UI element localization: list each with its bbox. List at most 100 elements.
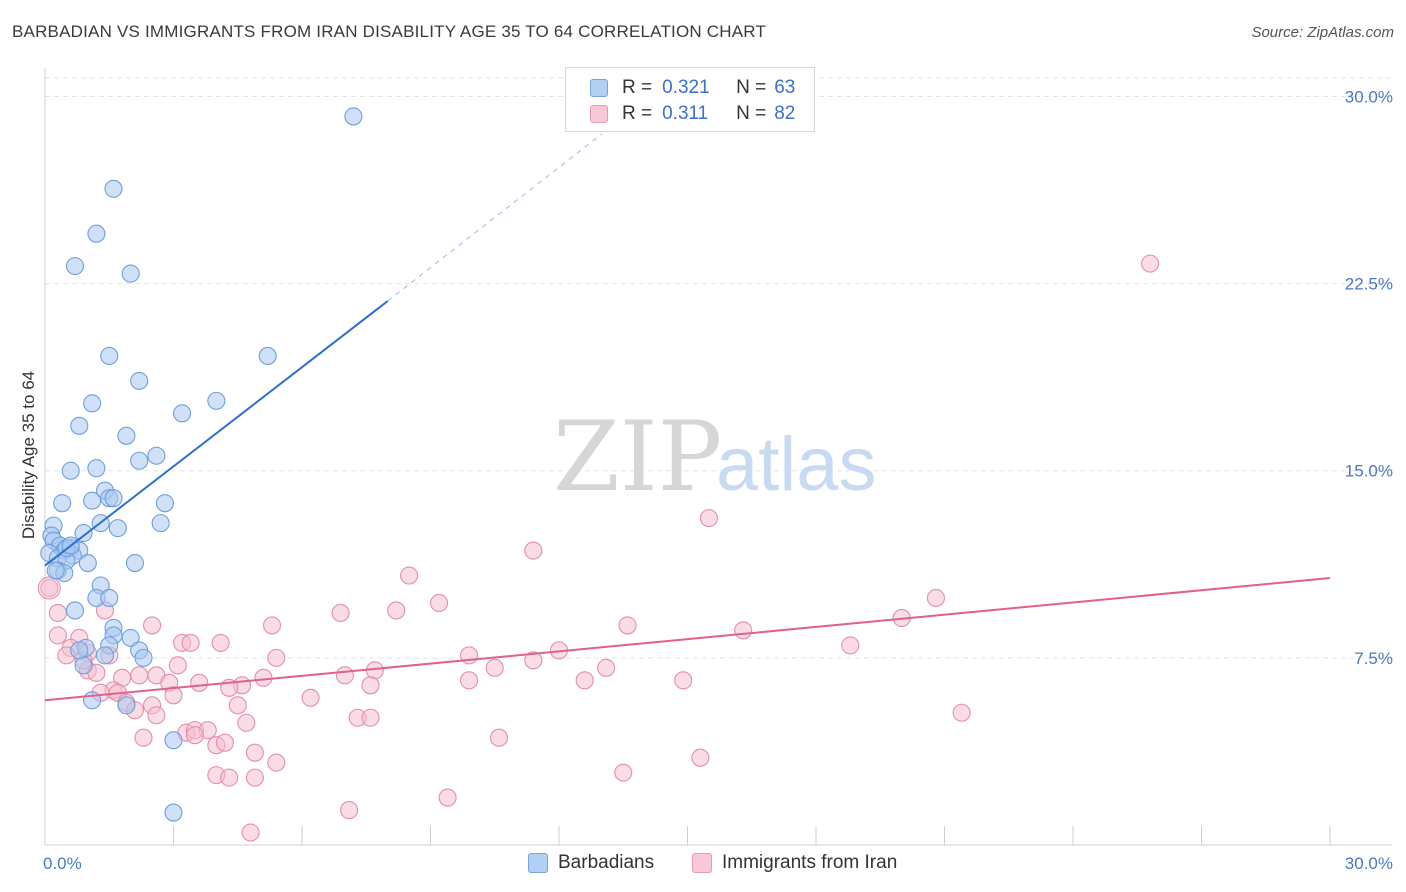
data-point-barbadian [104,179,123,198]
trend-extension-barbadians [387,133,603,302]
data-point-iran [952,703,971,722]
data-point-iran [37,576,61,600]
y-tick-label: 7.5% [1354,649,1393,668]
y-tick-label: 30.0% [1345,87,1393,106]
trend-line-barbadians [44,300,389,567]
legend-swatch-pink [692,853,712,873]
data-point-iran [245,743,264,762]
legend-r-label: R = [622,77,653,98]
legend-n-label: N = [736,103,767,124]
data-point-iran [691,748,710,767]
legend-n-value: 82 [774,103,796,124]
legend-r-label: R = [622,103,653,124]
data-point-barbadian [95,646,115,665]
data-point-barbadian [164,731,183,750]
series-barbadians [40,107,363,822]
data-point-barbadian [87,224,106,243]
data-point-iran [335,666,354,685]
legend-swatch-pink [590,105,608,123]
series-immigrants-from-iran [37,254,1160,842]
data-point-barbadian [164,803,183,822]
watermark-zip: ZIP [553,401,722,513]
data-point-barbadian [70,641,89,660]
data-point-barbadian [125,553,144,573]
legend-r-value: 0.311 [662,103,709,124]
data-point-barbadian [65,257,85,276]
data-point-barbadian [83,394,102,413]
data-point-barbadian [108,519,127,538]
data-point-iran [48,626,67,645]
data-point-barbadian [74,524,93,543]
data-point-barbadian [207,391,226,410]
y-tick-label: 15.0% [1345,462,1393,481]
legend-item-barbadians[interactable]: Barbadians [528,852,654,874]
data-point-barbadian [83,491,102,510]
legend-swatch-blue [528,853,548,873]
legend-n-label: N = [736,77,767,98]
data-point-iran [361,708,380,727]
data-point-barbadian [173,404,192,423]
data-point-iran [524,651,543,670]
data-point-barbadian [87,459,106,478]
data-point-barbadian [74,656,93,675]
data-point-iran [597,658,616,677]
data-point-iran [254,668,273,687]
data-point-barbadian [100,346,119,366]
data-point-barbadian [65,601,85,620]
data-point-iran [241,823,260,842]
data-point-iran [575,671,594,690]
legend-r-value: 0.321 [662,77,710,98]
data-point-iran [301,688,320,707]
data-point-barbadian [155,494,174,513]
data-point-iran [459,671,479,690]
data-point-iran [147,706,166,725]
data-point-barbadian [147,446,166,465]
data-point-barbadian [258,346,277,366]
data-point-barbadian [53,494,72,513]
data-point-iran [618,616,637,635]
y-tick-label: 22.5% [1345,275,1393,294]
data-point-iran [245,768,264,787]
data-point-iran [164,686,183,705]
data-point-iran [48,603,67,623]
data-point-iran [524,541,543,560]
y-axis-label: Disability Age 35 to 64 [19,371,38,539]
data-point-barbadian [130,371,149,390]
data-point-barbadian [134,648,153,667]
source-label: Source: ZipAtlas.com [1251,24,1394,41]
data-point-iran [211,633,230,652]
data-point-iran [262,616,282,635]
data-point-barbadian [117,426,136,445]
data-point-barbadian [78,553,97,573]
data-point-iran [926,588,945,608]
data-point-barbadian [100,588,119,608]
data-point-iran [190,673,209,692]
data-point-barbadian [70,416,89,435]
data-point-iran [400,566,419,585]
data-point-iran [699,509,718,528]
data-point-barbadian [61,461,80,480]
data-point-iran [485,658,504,677]
legend-n-value: 63 [774,77,796,98]
legend-row-barbadians: R = 0.321 N = 63 [590,76,795,100]
data-point-iran [267,753,286,772]
label-layer: 7.5% 15.0% 22.5% 30.0% 0.0% 30.0% [43,87,1393,873]
grid-layer [45,77,1392,659]
data-point-iran [185,726,204,745]
data-point-barbadian [121,264,140,283]
x-tick-label: 0.0% [43,854,82,873]
legend-swatch-blue [590,79,608,97]
axis-layer [44,68,1392,846]
data-point-barbadian [344,107,363,126]
x-tick-label: 30.0% [1345,854,1393,873]
correlation-legend: R = 0.321 N = 63 R = 0.311 N = 82 [565,67,815,132]
data-point-iran [215,733,234,752]
trend-line-iran [44,577,1331,702]
data-point-iran [340,801,359,820]
legend-row-iran: R = 0.311 N = 82 [590,102,795,126]
data-point-iran [674,671,693,690]
data-point-iran [237,713,256,732]
data-point-iran [168,656,187,675]
legend-item-iran[interactable]: Immigrants from Iran [692,852,897,874]
data-point-barbadian [151,514,170,533]
